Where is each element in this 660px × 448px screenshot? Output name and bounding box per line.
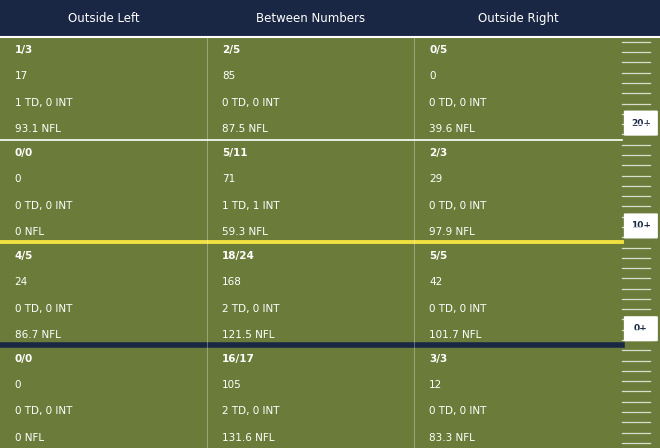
Bar: [0, 345, 622, 448]
Text: 10+: 10+: [631, 221, 651, 230]
Bar: [622, 242, 660, 345]
Bar: [622, 140, 660, 242]
Text: 0/0: 0/0: [15, 148, 33, 158]
Text: 12: 12: [429, 380, 442, 390]
Text: 42: 42: [429, 277, 442, 287]
Text: 0 TD, 0 INT: 0 TD, 0 INT: [222, 98, 279, 108]
Text: 83.3 NFL: 83.3 NFL: [429, 433, 475, 443]
Text: 4/5: 4/5: [15, 251, 33, 261]
FancyBboxPatch shape: [624, 111, 658, 136]
Text: 1 TD, 0 INT: 1 TD, 0 INT: [15, 98, 72, 108]
Text: 17: 17: [15, 72, 28, 82]
Bar: [622, 345, 660, 448]
Bar: [0, 242, 622, 345]
Bar: [0, 37, 622, 140]
Text: 20+: 20+: [631, 119, 651, 128]
Text: 0 TD, 0 INT: 0 TD, 0 INT: [15, 201, 72, 211]
Text: 0 TD, 0 INT: 0 TD, 0 INT: [429, 201, 486, 211]
Text: 24: 24: [15, 277, 28, 287]
Text: 0: 0: [15, 380, 21, 390]
Text: 2 TD, 0 INT: 2 TD, 0 INT: [222, 406, 279, 416]
Text: 71: 71: [222, 174, 235, 184]
Text: 3/3: 3/3: [429, 353, 447, 363]
Text: 0 NFL: 0 NFL: [15, 433, 44, 443]
Text: 2/3: 2/3: [429, 148, 447, 158]
Text: 121.5 NFL: 121.5 NFL: [222, 330, 275, 340]
Text: 0 TD, 0 INT: 0 TD, 0 INT: [429, 98, 486, 108]
Text: Between Numbers: Between Numbers: [256, 12, 366, 25]
Text: 0 NFL: 0 NFL: [15, 227, 44, 237]
Bar: [622, 37, 660, 140]
Text: 101.7 NFL: 101.7 NFL: [429, 330, 481, 340]
Text: 5/5: 5/5: [429, 251, 447, 261]
Text: 1/3: 1/3: [15, 45, 33, 55]
FancyBboxPatch shape: [624, 316, 658, 341]
Text: 18/24: 18/24: [222, 251, 255, 261]
Text: 5/11: 5/11: [222, 148, 248, 158]
Text: Outside Right: Outside Right: [478, 12, 558, 25]
Text: 131.6 NFL: 131.6 NFL: [222, 433, 275, 443]
Text: 87.5 NFL: 87.5 NFL: [222, 124, 268, 134]
Text: 0+: 0+: [634, 324, 647, 333]
Text: 105: 105: [222, 380, 242, 390]
Text: 0 TD, 0 INT: 0 TD, 0 INT: [429, 406, 486, 416]
Text: 97.9 NFL: 97.9 NFL: [429, 227, 475, 237]
Text: 39.6 NFL: 39.6 NFL: [429, 124, 475, 134]
Text: 168: 168: [222, 277, 242, 287]
Text: 2 TD, 0 INT: 2 TD, 0 INT: [222, 303, 279, 314]
Text: 0: 0: [15, 174, 21, 184]
Text: 0 TD, 0 INT: 0 TD, 0 INT: [15, 303, 72, 314]
Text: 29: 29: [429, 174, 442, 184]
Text: 86.7 NFL: 86.7 NFL: [15, 330, 61, 340]
Text: 0 TD, 0 INT: 0 TD, 0 INT: [429, 303, 486, 314]
Text: 16/17: 16/17: [222, 353, 255, 363]
Text: 2/5: 2/5: [222, 45, 240, 55]
Text: 59.3 NFL: 59.3 NFL: [222, 227, 268, 237]
Text: 0/0: 0/0: [15, 353, 33, 363]
Bar: [0, 0, 660, 37]
Text: 93.1 NFL: 93.1 NFL: [15, 124, 61, 134]
FancyBboxPatch shape: [624, 213, 658, 238]
Text: 85: 85: [222, 72, 235, 82]
Text: 0: 0: [429, 72, 436, 82]
Bar: [0, 140, 622, 242]
Text: 0 TD, 0 INT: 0 TD, 0 INT: [15, 406, 72, 416]
Text: 1 TD, 1 INT: 1 TD, 1 INT: [222, 201, 279, 211]
Text: Outside Left: Outside Left: [68, 12, 139, 25]
Text: 0/5: 0/5: [429, 45, 447, 55]
